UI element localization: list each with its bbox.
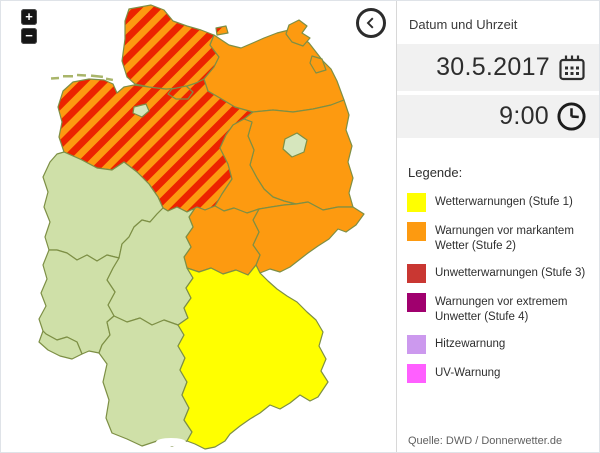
legend-label: Warnungen vor markantem Wetter (Stufe 2) xyxy=(435,225,574,252)
time-value: 9:00 xyxy=(499,102,549,130)
state-sachsen xyxy=(252,201,365,274)
state-schleswig-holstein xyxy=(215,25,229,36)
state-schleswig-holstein xyxy=(121,4,220,90)
legend-swatch-hitze xyxy=(407,335,426,354)
clock-icon[interactable] xyxy=(556,101,587,132)
legend-item-hitze: Hitzewarnung xyxy=(407,335,591,354)
legend-label: Warnungen vor extremem Unwetter (Stufe 4… xyxy=(435,296,568,323)
settings-panel: Datum und Uhrzeit 30.5.2017 9:00 xyxy=(396,1,599,452)
legend-swatch-stufe4 xyxy=(407,293,426,312)
calendar-icon[interactable] xyxy=(557,53,587,83)
state-mecklenburg-vorpommern xyxy=(309,55,327,74)
state-mecklenburg-vorpommern xyxy=(285,19,311,47)
legend-swatch-stufe2 xyxy=(407,222,426,241)
legend-label: Hitzewarnung xyxy=(435,338,506,350)
legend-swatch-uv xyxy=(407,364,426,383)
germany-map-area[interactable]: + − xyxy=(1,1,396,453)
legend-item-stufe2: Warnungen vor markantem Wetter (Stufe 2) xyxy=(407,222,591,254)
legend-item-stufe4: Warnungen vor extremem Unwetter (Stufe 4… xyxy=(407,293,591,325)
state-saarland xyxy=(38,330,83,360)
legend-label: Wetterwarnungen (Stufe 1) xyxy=(435,196,573,208)
legend: Legende: Wetterwarnungen (Stufe 1) Warnu… xyxy=(397,165,599,383)
state-bayern xyxy=(177,264,329,450)
datetime-section-title: Datum und Uhrzeit xyxy=(409,17,518,32)
state-baden-wuerttemberg xyxy=(98,315,193,447)
time-row[interactable]: 9:00 xyxy=(397,95,599,138)
legend-label: UV-Warnung xyxy=(435,367,501,379)
zoom-in-button[interactable]: + xyxy=(21,9,37,25)
state-hamburg xyxy=(167,85,194,100)
legend-item-uv: UV-Warnung xyxy=(407,364,591,383)
source-credit: Quelle: DWD / Donnerwetter.de xyxy=(408,435,563,447)
legend-item-stufe1: Wetterwarnungen (Stufe 1) xyxy=(407,193,591,212)
state-thueringen xyxy=(183,205,261,276)
zoom-out-button[interactable]: − xyxy=(21,28,37,44)
date-value: 30.5.2017 xyxy=(436,53,550,81)
state-bremen xyxy=(132,103,150,118)
legend-swatch-stufe3 xyxy=(407,264,426,283)
legend-title: Legende: xyxy=(408,165,463,180)
frisian-islands xyxy=(50,73,114,82)
back-button[interactable] xyxy=(356,8,386,38)
legend-item-stufe3: Unwetterwarnungen (Stufe 3) xyxy=(407,264,591,283)
chevron-left-icon xyxy=(366,17,374,29)
lake-bodensee xyxy=(156,438,186,446)
germany-map[interactable] xyxy=(1,1,396,453)
legend-swatch-stufe1 xyxy=(407,193,426,212)
state-berlin xyxy=(282,132,308,158)
date-row[interactable]: 30.5.2017 xyxy=(397,44,599,91)
legend-label: Unwetterwarnungen (Stufe 3) xyxy=(435,267,586,279)
